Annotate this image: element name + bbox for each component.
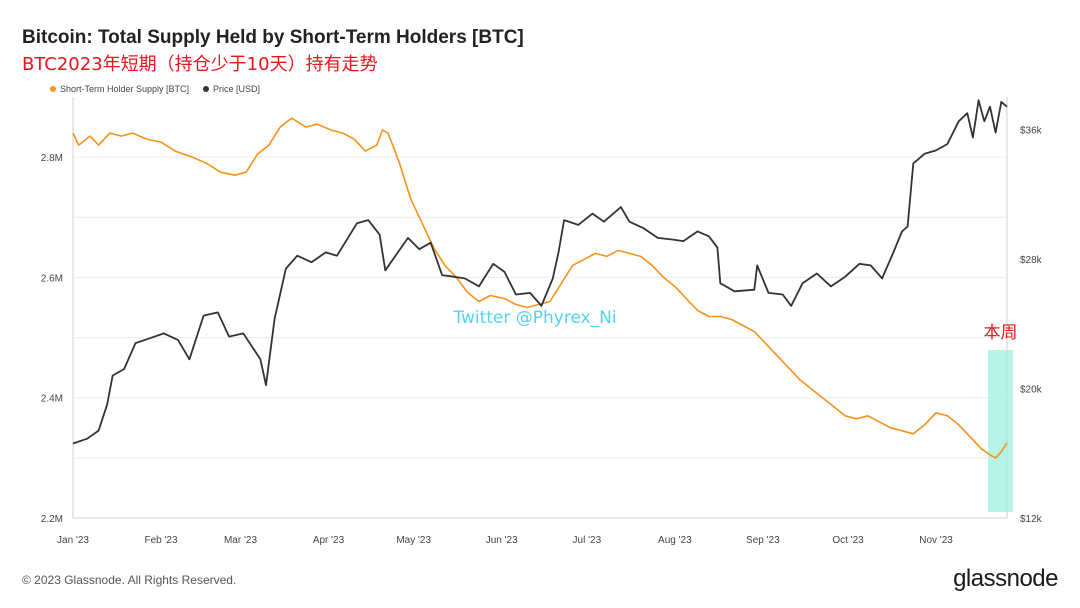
x-tick-label: Aug '23 bbox=[658, 535, 692, 546]
y-right-tick-label: $12k bbox=[1020, 514, 1043, 525]
y-left-tick-label: 2.4M bbox=[41, 394, 63, 405]
glassnode-logo: glassnode bbox=[953, 565, 1058, 592]
x-tick-label: Jul '23 bbox=[573, 535, 602, 546]
x-tick-label: Apr '23 bbox=[313, 535, 345, 546]
this-week-highlight bbox=[987, 350, 1013, 512]
chart-subtitle: BTC2023年短期（持仓少于10天）持有走势 bbox=[22, 54, 378, 75]
legend-dot-supply bbox=[50, 86, 56, 92]
x-tick-label: Feb '23 bbox=[144, 535, 177, 546]
y-right-tick-label: $36k bbox=[1020, 125, 1043, 136]
grid-lines bbox=[72, 97, 1008, 519]
this-week-label: 本周 bbox=[983, 323, 1017, 343]
series-line-price bbox=[72, 99, 1008, 445]
series-line-supply bbox=[72, 117, 1008, 459]
highlight-layer: 本周 bbox=[983, 323, 1017, 512]
overlay-text: Twitter @Phyrex_Ni bbox=[452, 308, 616, 328]
x-tick-label: May '23 bbox=[396, 535, 431, 546]
x-tick-label: Jan '23 bbox=[57, 535, 89, 546]
watermark-text: Twitter @Phyrex_Ni bbox=[452, 308, 616, 328]
y-right-tick-label: $20k bbox=[1020, 384, 1043, 395]
legend-item-price[interactable]: Price [USD] bbox=[203, 84, 260, 94]
axis-ticks: 2.2M 2.4M 2.6M 2.8M $12k $20k $28k $36k Jan '23 F… bbox=[41, 125, 1043, 546]
y-right-tick-label: $28k bbox=[1020, 255, 1043, 266]
legend-dot-price bbox=[203, 86, 210, 92]
x-tick-label: Sep '23 bbox=[746, 535, 780, 546]
x-tick-label: Jun '23 bbox=[486, 535, 518, 546]
y-left-tick-label: 2.8M bbox=[41, 153, 63, 164]
y-left-tick-label: 2.2M bbox=[41, 514, 63, 525]
legend: Short-Term Holder Supply [BTC] Price [US… bbox=[50, 84, 260, 94]
legend-label-price: Price [USD] bbox=[213, 84, 261, 94]
y-left-tick-label: 2.6M bbox=[41, 273, 63, 284]
chart-title: Bitcoin: Total Supply Held by Short-Term… bbox=[22, 27, 524, 48]
legend-label-supply: Short-Term Holder Supply [BTC] bbox=[60, 84, 190, 94]
legend-item-supply[interactable]: Short-Term Holder Supply [BTC] bbox=[50, 84, 189, 94]
copyright-text: © 2023 Glassnode. All Rights Reserved. bbox=[22, 573, 237, 587]
series-lines bbox=[72, 99, 1008, 459]
x-tick-label: Oct '23 bbox=[832, 535, 864, 546]
x-tick-label: Nov '23 bbox=[919, 535, 953, 546]
x-tick-label: Mar '23 bbox=[224, 535, 257, 546]
